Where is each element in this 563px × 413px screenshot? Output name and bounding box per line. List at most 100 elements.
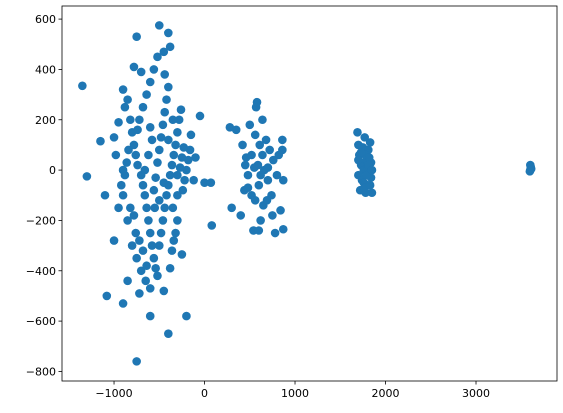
point <box>114 203 123 213</box>
point <box>173 128 182 137</box>
point <box>153 271 162 281</box>
point <box>278 135 287 145</box>
point <box>116 180 126 190</box>
point <box>177 153 187 162</box>
point <box>167 160 177 170</box>
point <box>151 263 160 273</box>
point <box>278 224 288 234</box>
point <box>136 266 146 276</box>
point <box>122 158 132 167</box>
x-tick-label: 0 <box>201 387 208 400</box>
x-tick-label: 1000 <box>281 387 309 400</box>
point <box>356 148 366 157</box>
point <box>129 140 139 150</box>
point <box>135 115 144 125</box>
y-tick-label: −800 <box>26 365 56 378</box>
point <box>124 145 133 155</box>
y-tick-label: 600 <box>35 13 56 26</box>
point <box>135 289 144 298</box>
point <box>270 228 280 238</box>
point <box>250 195 260 205</box>
point <box>353 128 362 137</box>
point <box>173 170 182 180</box>
point <box>255 140 265 150</box>
point <box>254 180 264 190</box>
point <box>256 216 265 225</box>
point <box>168 203 178 213</box>
point <box>126 203 135 213</box>
point <box>156 133 166 142</box>
point <box>142 261 151 271</box>
point <box>168 115 178 125</box>
point <box>154 241 164 250</box>
point <box>118 299 128 308</box>
point <box>154 145 164 155</box>
point <box>367 188 377 198</box>
point <box>258 115 267 125</box>
point <box>149 65 159 74</box>
point <box>227 203 236 213</box>
point <box>159 47 169 57</box>
y-tick-label: 400 <box>35 63 56 76</box>
y-tick-label: 0 <box>49 164 56 177</box>
point <box>138 102 148 112</box>
point <box>159 178 169 187</box>
point <box>158 120 168 130</box>
point <box>269 155 278 165</box>
point <box>132 357 141 366</box>
point <box>200 178 209 187</box>
point <box>278 175 288 185</box>
point <box>207 221 217 230</box>
point <box>268 211 277 220</box>
point <box>272 170 282 180</box>
point <box>178 185 188 195</box>
point <box>179 143 189 152</box>
point <box>142 203 151 213</box>
point <box>186 130 196 140</box>
point <box>145 123 155 132</box>
point <box>96 136 105 146</box>
x-tick-label: 2000 <box>372 387 400 400</box>
point <box>78 81 87 91</box>
point <box>526 165 535 175</box>
point <box>151 173 160 182</box>
point <box>173 190 182 200</box>
point <box>123 95 132 104</box>
point <box>160 203 170 213</box>
point <box>167 246 177 255</box>
point <box>145 77 155 87</box>
point <box>114 117 123 127</box>
point <box>254 226 264 235</box>
point <box>154 195 164 205</box>
point <box>245 120 255 130</box>
point <box>149 253 159 263</box>
y-tick-label: −400 <box>26 265 56 278</box>
point <box>164 329 173 338</box>
point <box>243 183 253 193</box>
point <box>156 228 166 238</box>
point <box>231 125 241 135</box>
point <box>189 175 198 185</box>
point <box>150 203 160 213</box>
point <box>243 170 253 180</box>
y-tick-label: −600 <box>26 315 56 328</box>
point <box>132 253 141 263</box>
point <box>145 311 155 321</box>
point <box>182 311 191 321</box>
point <box>153 158 162 167</box>
point <box>127 241 137 250</box>
point <box>100 190 110 200</box>
point <box>140 165 150 175</box>
point <box>131 150 141 160</box>
point <box>120 102 130 112</box>
point <box>158 216 168 225</box>
point <box>247 150 256 160</box>
point <box>142 90 151 99</box>
point <box>154 21 164 30</box>
point <box>169 150 179 160</box>
point <box>365 180 375 190</box>
point <box>147 135 157 145</box>
point <box>147 241 157 250</box>
point <box>365 138 375 147</box>
point <box>250 130 260 140</box>
